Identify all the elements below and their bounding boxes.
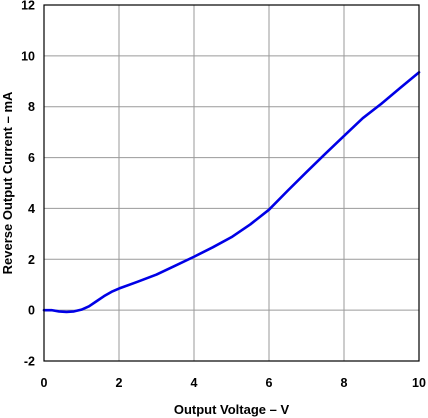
x-tick-label-3: 6	[266, 376, 273, 390]
x-axis-tick-labels: 0 2 4 6 8 10	[41, 376, 426, 390]
y-tick-label-2: 2	[28, 253, 35, 267]
x-tick-label-0: 0	[41, 376, 48, 390]
y-axis-tick-labels: -2 0 2 4 6 8 10 12	[21, 0, 35, 369]
y-axis-title: Reverse Output Current – mA	[0, 91, 15, 274]
y-tick-label-4: 6	[28, 151, 35, 165]
plot-area-frame	[43, 4, 420, 362]
y-tick-label-1: 0	[28, 304, 35, 318]
x-tick-label-4: 8	[341, 376, 348, 390]
y-tick-label-0: -2	[24, 355, 35, 369]
x-axis-title: Output Voltage – V	[174, 402, 290, 417]
x-tick-label-1: 2	[116, 376, 123, 390]
y-tick-label-3: 4	[28, 202, 35, 216]
grid-lines	[43, 4, 420, 362]
y-tick-label-6: 10	[21, 49, 35, 63]
y-tick-label-5: 8	[28, 100, 35, 114]
x-tick-label-2: 4	[191, 376, 198, 390]
y-tick-label-7: 12	[21, 0, 35, 13]
series-line-0	[42, 71, 421, 314]
x-tick-label-5: 10	[412, 376, 426, 390]
series-group	[42, 71, 421, 314]
